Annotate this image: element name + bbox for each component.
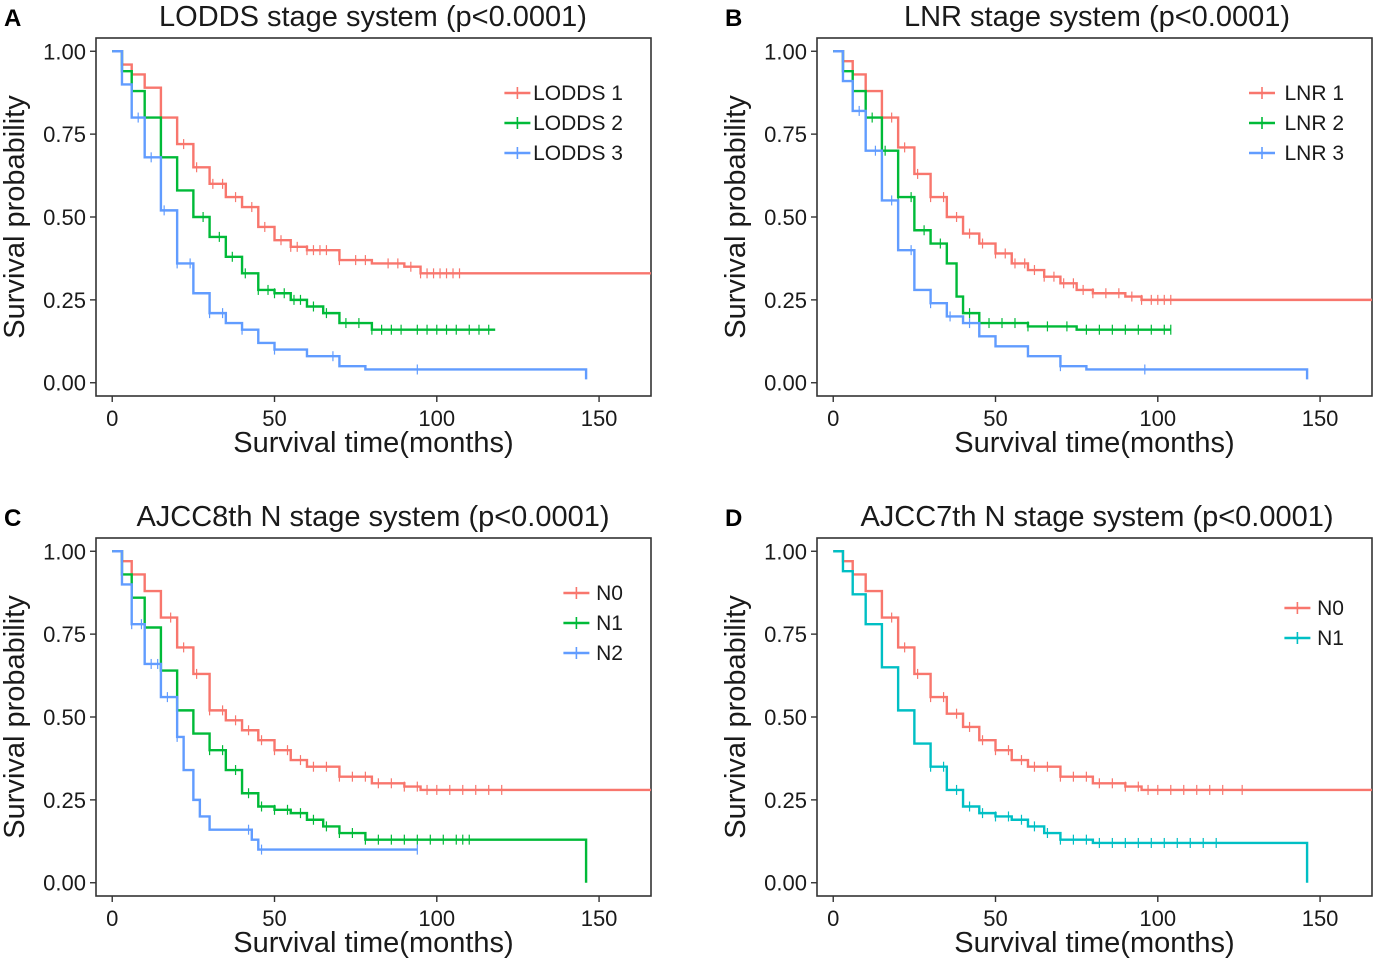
x-axis-title: Survival time(months) <box>954 427 1234 459</box>
survival-curve-lodds-3 <box>112 50 588 380</box>
x-tick-label: 150 <box>1302 406 1339 431</box>
x-tick-label: 150 <box>1302 906 1339 931</box>
legend-label: N0 <box>596 582 623 605</box>
x-tick-label: 0 <box>827 406 839 431</box>
legend-label: LODDS 1 <box>533 82 623 105</box>
x-tick-label: 100 <box>418 906 455 931</box>
y-tick-label: 1.00 <box>764 39 807 64</box>
survival-curve-n0 <box>833 550 1372 792</box>
legend-label: N2 <box>596 642 623 665</box>
chart-title: LODDS stage system (p<0.0001) <box>159 1 587 33</box>
x-tick-label: 150 <box>581 406 618 431</box>
panel-c: C AJCC8th N stage system (p<0.0001) 0.00 0.… <box>0 501 652 959</box>
legend-label: LNR 1 <box>1284 82 1344 105</box>
y-tick-label: 0.25 <box>43 788 86 813</box>
y-tick-label: 0.50 <box>764 705 807 730</box>
y-tick-label: 0.75 <box>43 622 86 647</box>
y-tick-label: 0.75 <box>764 122 807 147</box>
x-tick-label: 150 <box>581 906 618 931</box>
x-tick-label: 0 <box>827 906 839 931</box>
y-axis-title: Survival probability <box>0 595 31 839</box>
plot-area <box>833 50 1372 380</box>
x-axis-title: Survival time(months) <box>233 927 513 959</box>
legend-label: N1 <box>1317 627 1344 650</box>
y-tick-label: 1.00 <box>43 39 86 64</box>
chart-title: AJCC8th N stage system (p<0.0001) <box>136 501 609 533</box>
legend: LODDS 1 LODDS 2 LODDS 3 <box>504 82 623 165</box>
chart-title: AJCC7th N stage system (p<0.0001) <box>860 501 1333 533</box>
y-tick-label: 0.75 <box>764 622 807 647</box>
survival-curve-lnr-1 <box>833 50 1372 302</box>
legend-label: LNR 3 <box>1284 142 1344 165</box>
panel-a: A LODDS stage system (p<0.0001) 0.00 0.25 0.… <box>0 1 652 459</box>
plot-area <box>833 550 1372 883</box>
x-axis-title: Survival time(months) <box>233 427 513 459</box>
x-tick-label: 50 <box>262 906 286 931</box>
survival-curve-lodds-2 <box>112 50 496 331</box>
x-tick-label: 0 <box>106 406 118 431</box>
y-axis-title: Survival probability <box>0 95 31 339</box>
y-tick-label: 0.75 <box>43 122 86 147</box>
y-tick-label: 0.25 <box>764 788 807 813</box>
survival-curve-lnr-3 <box>833 50 1309 380</box>
y-tick-label: 0.00 <box>764 371 807 396</box>
survival-curve-n1 <box>833 550 1309 883</box>
panel-letter: B <box>725 5 742 32</box>
y-axis-title: Survival probability <box>720 595 752 839</box>
survival-curve-lodds-1 <box>112 50 651 275</box>
y-tick-label: 0.25 <box>43 288 86 313</box>
panel-letter: A <box>4 5 21 32</box>
plot-frame <box>95 537 652 897</box>
y-tick-label: 1.00 <box>764 539 807 564</box>
legend-label: LODDS 2 <box>533 112 623 135</box>
y-tick-label: 0.25 <box>764 288 807 313</box>
y-axis-title: Survival probability <box>720 95 752 339</box>
x-tick-label: 50 <box>983 906 1007 931</box>
survival-curve-n0 <box>112 550 651 792</box>
y-tick-label: 1.00 <box>43 539 86 564</box>
panel-d: D AJCC7th N stage system (p<0.0001) 0.00 0.… <box>720 501 1373 959</box>
x-tick-label: 100 <box>418 406 455 431</box>
y-tick-label: 0.50 <box>43 205 86 230</box>
legend: N0 N1 N2 <box>563 582 623 665</box>
x-tick-label: 100 <box>1139 906 1176 931</box>
legend-label: N1 <box>596 612 623 635</box>
legend-label: N0 <box>1317 597 1344 620</box>
y-tick-label: 0.00 <box>43 871 86 896</box>
plot-area <box>112 50 651 380</box>
legend: LNR 1 LNR 2 LNR 3 <box>1249 82 1344 165</box>
survival-curve-n1 <box>112 550 588 883</box>
survival-curve-lnr-2 <box>833 50 1171 331</box>
legend-label: LNR 2 <box>1284 112 1344 135</box>
survival-curve-n2 <box>112 550 418 851</box>
chart-title: LNR stage system (p<0.0001) <box>904 1 1290 33</box>
y-tick-label: 0.00 <box>764 871 807 896</box>
panel-b: B LNR stage system (p<0.0001) 0.00 0.25 0.50… <box>720 1 1373 459</box>
plot-area <box>112 550 651 883</box>
panel-letter: D <box>725 505 742 532</box>
x-tick-label: 50 <box>262 406 286 431</box>
x-axis-title: Survival time(months) <box>954 927 1234 959</box>
x-tick-label: 50 <box>983 406 1007 431</box>
x-tick-label: 100 <box>1139 406 1176 431</box>
y-tick-label: 0.50 <box>764 205 807 230</box>
x-tick-label: 0 <box>106 906 118 931</box>
panel-letter: C <box>4 505 21 532</box>
y-tick-label: 0.50 <box>43 705 86 730</box>
y-tick-label: 0.00 <box>43 371 86 396</box>
legend-label: LODDS 3 <box>533 142 623 165</box>
